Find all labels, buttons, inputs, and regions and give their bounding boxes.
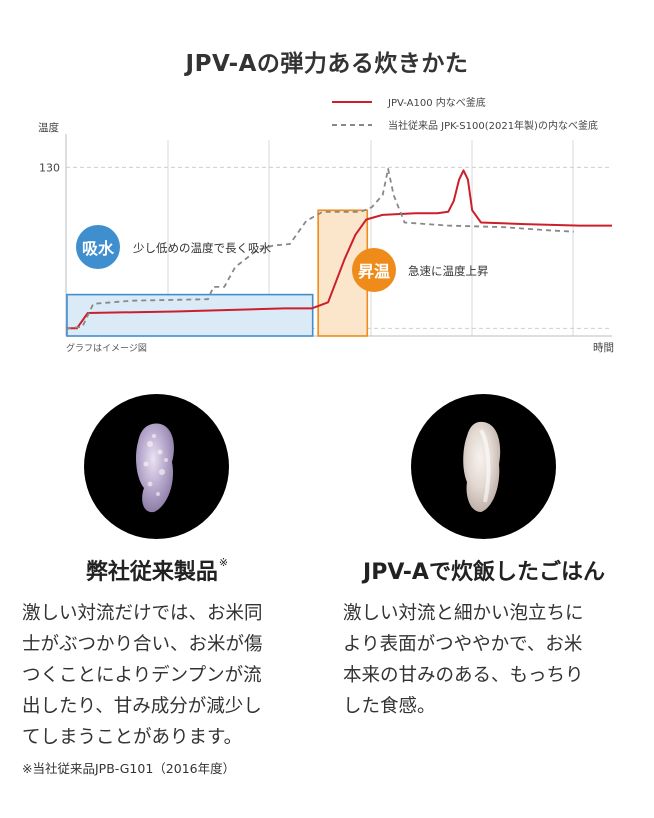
panel-body-jpva: 激しい対流と細かい泡立ちに より表面がつややかで、お米 本来の甘みのある、もっち… (343, 598, 584, 722)
body-line: てしまうことがあります。 (22, 727, 243, 748)
footnote: ※当社従来品JPB-G101（2016年度） (22, 761, 236, 776)
legend-label: JPV-A100 内なべ釜底 (387, 96, 486, 109)
panel-title-text: 弊社従来製品 (85, 560, 218, 585)
footnote-mark: ※ (218, 556, 229, 569)
body-line: 士がぶつかり合い、お米が傷 (22, 634, 263, 655)
body-line: 激しい対流だけでは、お米同 (22, 603, 263, 624)
x-axis-label: 時間 (593, 342, 614, 354)
body-line: より表面がつややかで、お米 (343, 634, 583, 655)
heating-badge (352, 248, 396, 292)
panel-title-jpva: JPV-Aで炊飯したごはん (363, 560, 605, 585)
body-line: した食感。 (343, 696, 436, 717)
absorb-badge-label: 吸水 (82, 239, 115, 258)
absorb-band (66, 293, 314, 337)
chart-note: グラフはイメージ図 (66, 342, 147, 354)
rice-grain-photo-conventional (84, 394, 229, 539)
page-title: JPV-Aの弾力ある炊きかた (185, 51, 469, 77)
chart-lines (65, 168, 612, 330)
body-line: つくことによりデンプンが流 (22, 665, 262, 686)
panel-title-conventional: 弊社従来製品※ (57, 554, 257, 586)
body-line: 本来の甘みのある、もっちり (343, 665, 584, 686)
phase-bands (66, 209, 369, 337)
series-line-jpva (66, 169, 612, 330)
absorb-badge (76, 225, 120, 269)
y-axis-label: 温度 (38, 121, 59, 134)
panel-body-conventional: 激しい対流だけでは、お米同 士がぶつかり合い、お米が傷 つくことによりデンプンが… (22, 598, 263, 753)
y-tick-label: 130 (39, 161, 60, 174)
rice-grain-photo-jpva (411, 394, 556, 539)
absorb-annotation-text: 少し低めの温度で長く吸水 (133, 241, 271, 255)
body-line: 激しい対流と細かい泡立ちに (343, 603, 584, 624)
body-line: 出したり、甘み成分が減少し (22, 696, 262, 717)
heating-annotation-text: 急速に温度上昇 (408, 264, 489, 278)
legend-label: 当社従来品 JPK-S100(2021年製)の内なべ釜底 (388, 119, 598, 132)
heating-badge-label: 昇温 (358, 262, 390, 281)
